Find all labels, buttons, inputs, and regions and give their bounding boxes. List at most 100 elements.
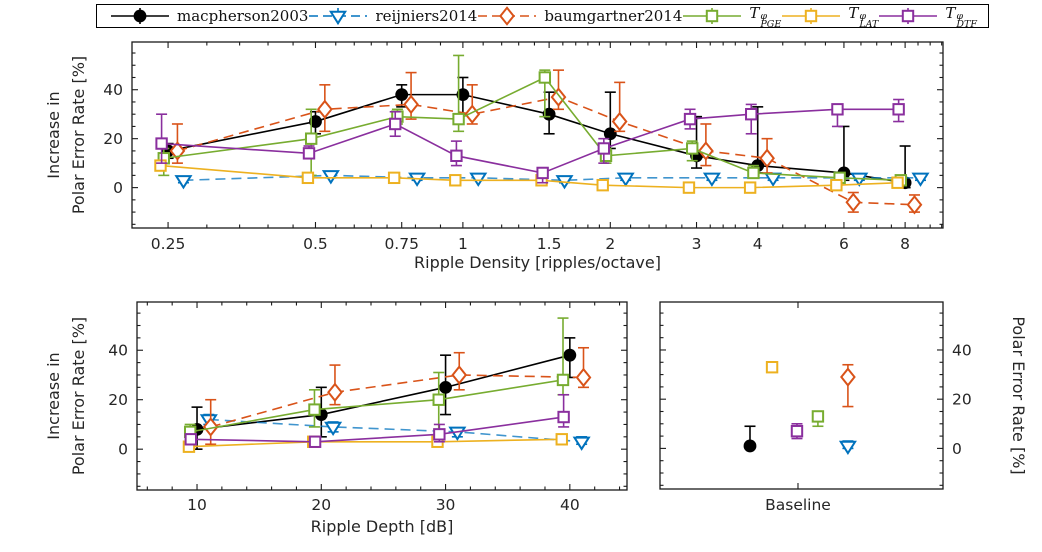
ticks	[132, 42, 943, 228]
marker-square	[450, 149, 463, 163]
legend-sample	[478, 6, 537, 26]
marker-square	[902, 9, 915, 23]
marker-square	[155, 137, 168, 150]
marker-square	[682, 181, 696, 194]
ytick-label: 0	[118, 441, 128, 459]
marker-circle	[603, 127, 617, 141]
ylabel: Increase in	[44, 91, 63, 178]
series-baumgartner2014	[840, 363, 856, 408]
xtick-label: 2	[605, 235, 615, 253]
marker-square	[432, 393, 445, 406]
marker-square	[301, 171, 315, 185]
xtick-label: 1.5	[537, 235, 562, 253]
plot-ripple_depth: 10 20 30 40 0 20 40 Ripple Depth [dB] Increase i…	[44, 301, 628, 536]
marker-square	[596, 178, 609, 192]
series-line	[167, 93, 906, 184]
series-T_LAT	[182, 433, 568, 453]
marker-square	[538, 71, 552, 84]
ytick-label: 40	[108, 342, 128, 360]
xtick-label: 30	[436, 496, 456, 514]
legend-label: reijniers2014	[375, 7, 478, 25]
xtick-label: 8	[900, 235, 910, 253]
marker-triangle-down	[174, 175, 193, 190]
series-line	[208, 418, 582, 443]
ylabel: Polar Error Rate [%]	[69, 56, 88, 214]
series-T_DTF	[155, 98, 905, 184]
marker-diamond	[451, 365, 468, 385]
legend-sample	[879, 8, 938, 24]
marker-diamond	[464, 104, 481, 124]
marker-triangle-down	[764, 172, 783, 187]
xtick-label: 20	[311, 496, 331, 514]
marker-square	[686, 142, 699, 155]
xtick-label: 0.75	[384, 235, 419, 253]
series-macpherson2003	[743, 425, 757, 453]
marker-square	[790, 424, 804, 438]
ylabel: Increase in	[44, 352, 63, 439]
legend-item-reijniers2014: reijniers2014	[308, 5, 477, 27]
marker-diamond	[906, 194, 923, 215]
marker-diamond	[327, 382, 343, 403]
marker-square	[154, 159, 167, 172]
ticks	[137, 302, 627, 490]
marker-triangle-down	[838, 440, 857, 456]
series-reijniers2014	[838, 440, 857, 456]
axes-box	[136, 301, 628, 491]
xlabel: Ripple Depth [dB]	[311, 517, 454, 536]
marker-square	[831, 103, 844, 116]
marker-square	[706, 9, 719, 23]
series-line	[163, 76, 901, 182]
ticks	[660, 302, 943, 489]
marker-triangle-down	[329, 10, 348, 26]
marker-square	[830, 178, 843, 192]
legend-sample	[683, 8, 742, 24]
marker-diamond	[698, 141, 714, 161]
marker-square	[449, 174, 462, 187]
series-T_LAT	[154, 159, 904, 194]
marker-diamond	[499, 6, 516, 26]
legend-sample	[309, 8, 368, 26]
marker-diamond	[759, 148, 775, 169]
ytick-label: 20	[108, 391, 128, 409]
axes-box	[659, 301, 944, 490]
xtick-label: 0.25	[151, 235, 186, 253]
series-T_PGE	[157, 54, 908, 187]
marker-triangle-down	[469, 172, 488, 187]
marker-circle	[563, 348, 577, 362]
series-line	[160, 164, 898, 189]
series-line	[188, 438, 562, 448]
series-line	[183, 174, 921, 182]
marker-square	[304, 132, 318, 145]
marker-diamond	[611, 111, 628, 132]
legend-label: macpherson2003	[177, 7, 309, 25]
marker-circle	[309, 115, 322, 128]
marker-square	[811, 410, 825, 423]
marker-square	[765, 361, 779, 374]
series-line	[190, 379, 564, 433]
marker-triangle-down	[911, 172, 930, 187]
marker-square	[891, 176, 904, 189]
legend-sample	[111, 8, 169, 24]
marker-diamond	[403, 94, 419, 115]
legend-item-baumgartner2014: baumgartner2014	[477, 5, 682, 27]
marker-square	[555, 433, 568, 446]
plot-ripple_density: 0.25 0.5 0.75 1 1.5 2 3 4 6 8 0 20 40 Ripple Density …	[44, 41, 944, 272]
marker-triangle-down	[321, 170, 340, 185]
xtick-label: 1	[458, 235, 468, 253]
marker-square	[308, 403, 321, 416]
xlabel: Ripple Density [ripples/octave]	[414, 253, 661, 272]
legend-sample	[782, 8, 841, 24]
marker-diamond	[845, 192, 862, 213]
marker-circle	[395, 88, 409, 102]
marker-square	[389, 117, 402, 131]
marker-square	[308, 435, 322, 448]
marker-square	[556, 373, 570, 387]
axes-box	[131, 41, 944, 229]
ytick-label: 0	[113, 179, 123, 197]
ytick-label: 20	[952, 391, 972, 409]
